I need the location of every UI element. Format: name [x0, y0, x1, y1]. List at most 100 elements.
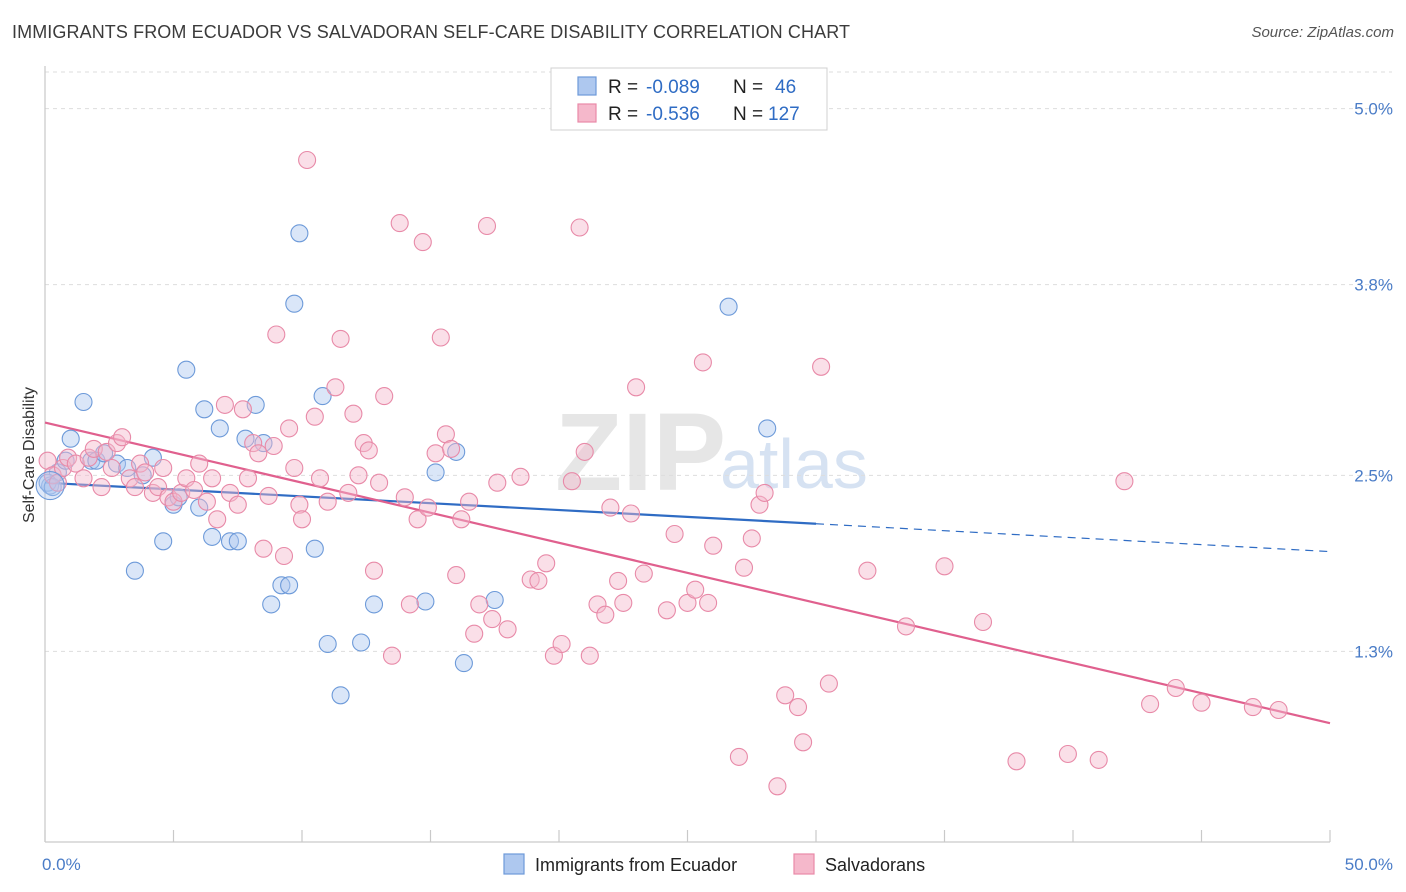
- salvadoran-point-60: [382, 646, 402, 665]
- salvadoran-point-28: [203, 469, 222, 488]
- salvadoran-point-37: [254, 539, 273, 558]
- salvadoran-point-14: [120, 469, 139, 488]
- salvadoran-point-50: [326, 378, 345, 397]
- legend-r-label-2: R =: [608, 104, 638, 125]
- ecuador-point-20: [210, 419, 229, 438]
- salvadoran-point-72: [452, 510, 471, 529]
- salvadoran-point-73: [460, 492, 479, 511]
- salvadoran-point-25: [185, 480, 204, 500]
- salvadoran-point-40: [267, 325, 286, 344]
- salvadoran-point-124: [1141, 695, 1160, 714]
- salvadoran-point-27: [197, 492, 216, 511]
- salvadoran-point-118: [935, 557, 954, 576]
- legend-n-value-2: 127: [768, 104, 800, 125]
- ecuador-point-39: [447, 442, 466, 461]
- salvadoran-point-83: [537, 554, 556, 573]
- bottom-legend-swatch-ecuador: [503, 853, 525, 875]
- chart-title: IMMIGRANTS FROM ECUADOR VS SALVADORAN SE…: [12, 22, 851, 42]
- salvadoran-point-108: [750, 495, 769, 514]
- salvadoran-point-121: [1058, 744, 1077, 764]
- salvadoran-point-104: [704, 536, 723, 555]
- salvadoran-point-112: [788, 698, 808, 717]
- watermark-zip: ZIP: [555, 391, 726, 514]
- bottom-legend-label-salvadorans: Salvadorans: [825, 855, 925, 875]
- salvadoran-point-94: [614, 593, 633, 612]
- salvadoran-point-123: [1115, 472, 1134, 491]
- salvadoran-point-77: [483, 610, 502, 629]
- salvadoran-point-97: [634, 564, 653, 583]
- salvadoran-point-75: [470, 595, 489, 614]
- salvadoran-point-127: [1243, 698, 1262, 717]
- ecuador-point-42: [719, 297, 738, 316]
- salvadoran-point-59: [375, 387, 394, 406]
- salvadoran-point-105: [729, 747, 748, 766]
- salvadoran-point-81: [521, 570, 540, 589]
- salvadoran-point-86: [562, 472, 581, 491]
- legend-r-value-1: -0.089: [646, 77, 700, 98]
- salvadoran-point-33: [233, 400, 252, 419]
- salvadoran-point-89: [580, 646, 599, 665]
- salvadoran-point-62: [395, 488, 414, 507]
- salvadoran-point-122: [1089, 750, 1108, 769]
- x-tick-labels: 0.0% 50.0%: [42, 855, 1393, 874]
- salvadoran-point-128: [1269, 700, 1288, 720]
- salvadoran-point-12: [107, 434, 127, 453]
- salvadoran-point-13: [113, 428, 132, 447]
- salvadoran-point-88: [575, 442, 594, 461]
- ecuador-point-13: [154, 532, 173, 551]
- ecuador-point-38: [426, 463, 445, 482]
- salvadoran-point-63: [400, 595, 419, 614]
- salvadoran-point-44: [290, 495, 309, 514]
- salvadoran-point-110: [768, 777, 787, 796]
- ecuador-point-31: [305, 539, 324, 558]
- ecuador-point-cluster: [35, 471, 65, 501]
- data-points: [35, 150, 1288, 796]
- salvadoran-point-71: [447, 566, 466, 585]
- ecuador-trend-line-extension: [815, 523, 1331, 553]
- salvadoran-point-34: [238, 469, 258, 488]
- salvadoran-point-101: [686, 580, 705, 599]
- salvadoran-trend-line: [44, 421, 1331, 725]
- salvadoran-point-117: [896, 617, 916, 636]
- salvadoran-point-74: [465, 624, 484, 643]
- ecuador-point-25: [254, 434, 273, 453]
- salvadoran-point-47: [305, 407, 324, 426]
- salvadoran-point-126: [1192, 693, 1211, 712]
- ecuador-point-36: [364, 595, 384, 614]
- salvadoran-point-41: [274, 546, 294, 566]
- x-tick-label-1: 50.0%: [1345, 855, 1393, 874]
- ecuador-point-2: [56, 451, 75, 470]
- salvadoran-point-32: [228, 495, 247, 514]
- y-tick-label-2: 3.8%: [1354, 276, 1393, 295]
- ecuador-point-29: [285, 294, 304, 313]
- salvadoran-point-9: [92, 478, 111, 497]
- ecuador-point-18: [195, 400, 214, 419]
- salvadoran-point-113: [794, 733, 813, 752]
- y-axis-label: Self-Care Disability: [21, 387, 38, 523]
- salvadoran-point-29: [208, 510, 227, 529]
- salvadoran-point-7: [79, 448, 98, 467]
- ecuador-point-41: [485, 590, 504, 610]
- salvadoran-point-15: [125, 478, 144, 497]
- watermark-atlas: atlas: [720, 425, 868, 503]
- ecuador-point-28: [280, 576, 299, 595]
- salvadoran-point-66: [418, 498, 437, 517]
- salvadoran-point-116: [858, 561, 877, 580]
- y-tick-label-0: 1.3%: [1354, 642, 1393, 661]
- salvadoran-point-102: [693, 353, 712, 372]
- ecuador-point-33: [318, 634, 337, 654]
- salvadoran-point-52: [339, 483, 358, 502]
- bottom-legend-swatch-salvadorans: [793, 853, 815, 875]
- salvadoran-point-82: [529, 571, 548, 590]
- salvadoran-point-56: [359, 441, 378, 460]
- salvadoran-point-98: [657, 601, 676, 620]
- salvadoran-point-79: [498, 620, 517, 639]
- legend-r-value-2: -0.536: [646, 104, 700, 125]
- salvadoran-point-125: [1166, 678, 1185, 698]
- salvadoran-point-39: [264, 436, 283, 456]
- salvadoran-point-92: [601, 498, 620, 517]
- salvadoran-point-107: [742, 529, 761, 548]
- salvadoran-point-11: [102, 458, 121, 478]
- salvadoran-point-30: [215, 395, 234, 414]
